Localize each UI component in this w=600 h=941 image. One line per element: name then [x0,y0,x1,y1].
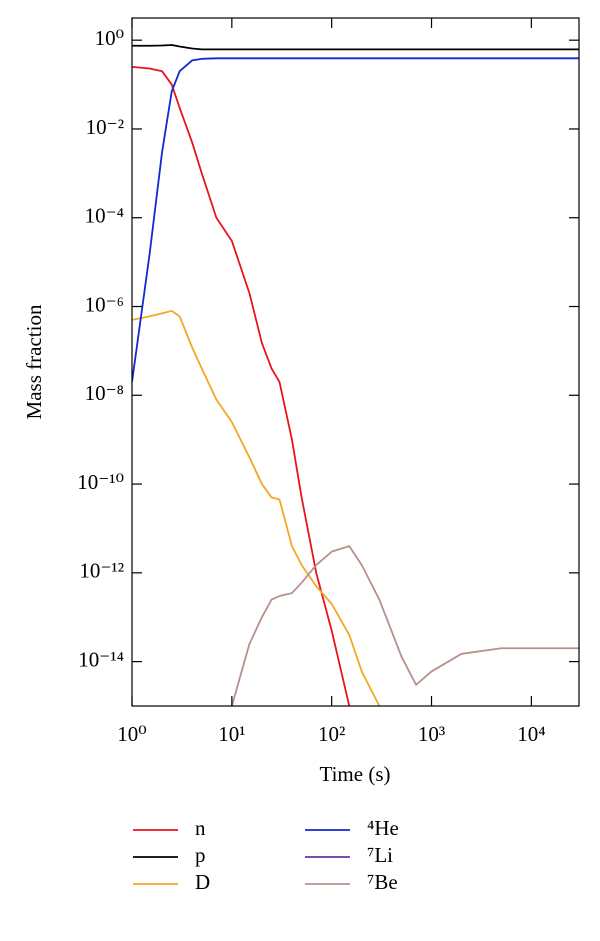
legend-label: ⁷Be [367,870,398,894]
plot-frame [131,17,580,707]
plot-area [132,44,579,706]
y-tick-label: 10⁻¹² [79,559,124,583]
x-tick-label: 10² [318,722,345,746]
y-tick-label: 10⁻² [86,115,124,139]
x-tick-label: 10⁰ [117,722,146,746]
series-line [230,545,579,706]
y-tick-label: 10⁻¹⁴ [78,647,124,671]
series-line [132,57,579,383]
y-tick-label: 10⁻⁶ [85,292,124,316]
x-tick-label: 10⁴ [517,722,545,746]
legend-label: ⁷Li [367,843,393,867]
y-tick-label: 10⁻⁸ [85,381,124,405]
series-line [132,309,381,706]
legend-label: n [195,816,206,840]
y-tick-label: 10⁰ [95,26,124,50]
y-axis-label: Mass fraction [22,304,46,419]
legend-label: ⁴He [367,816,399,840]
legend-label: D [195,870,210,894]
x-tick-label: 10¹ [218,722,245,746]
series-line [132,66,351,706]
y-tick-label: 10⁻⁴ [85,204,124,228]
y-tick-label: 10⁻¹⁰ [77,470,124,494]
x-tick-label: 10³ [418,722,445,746]
series-line [132,44,579,51]
legend-label: p [195,843,206,867]
x-axis-label: Time (s) [320,762,391,786]
